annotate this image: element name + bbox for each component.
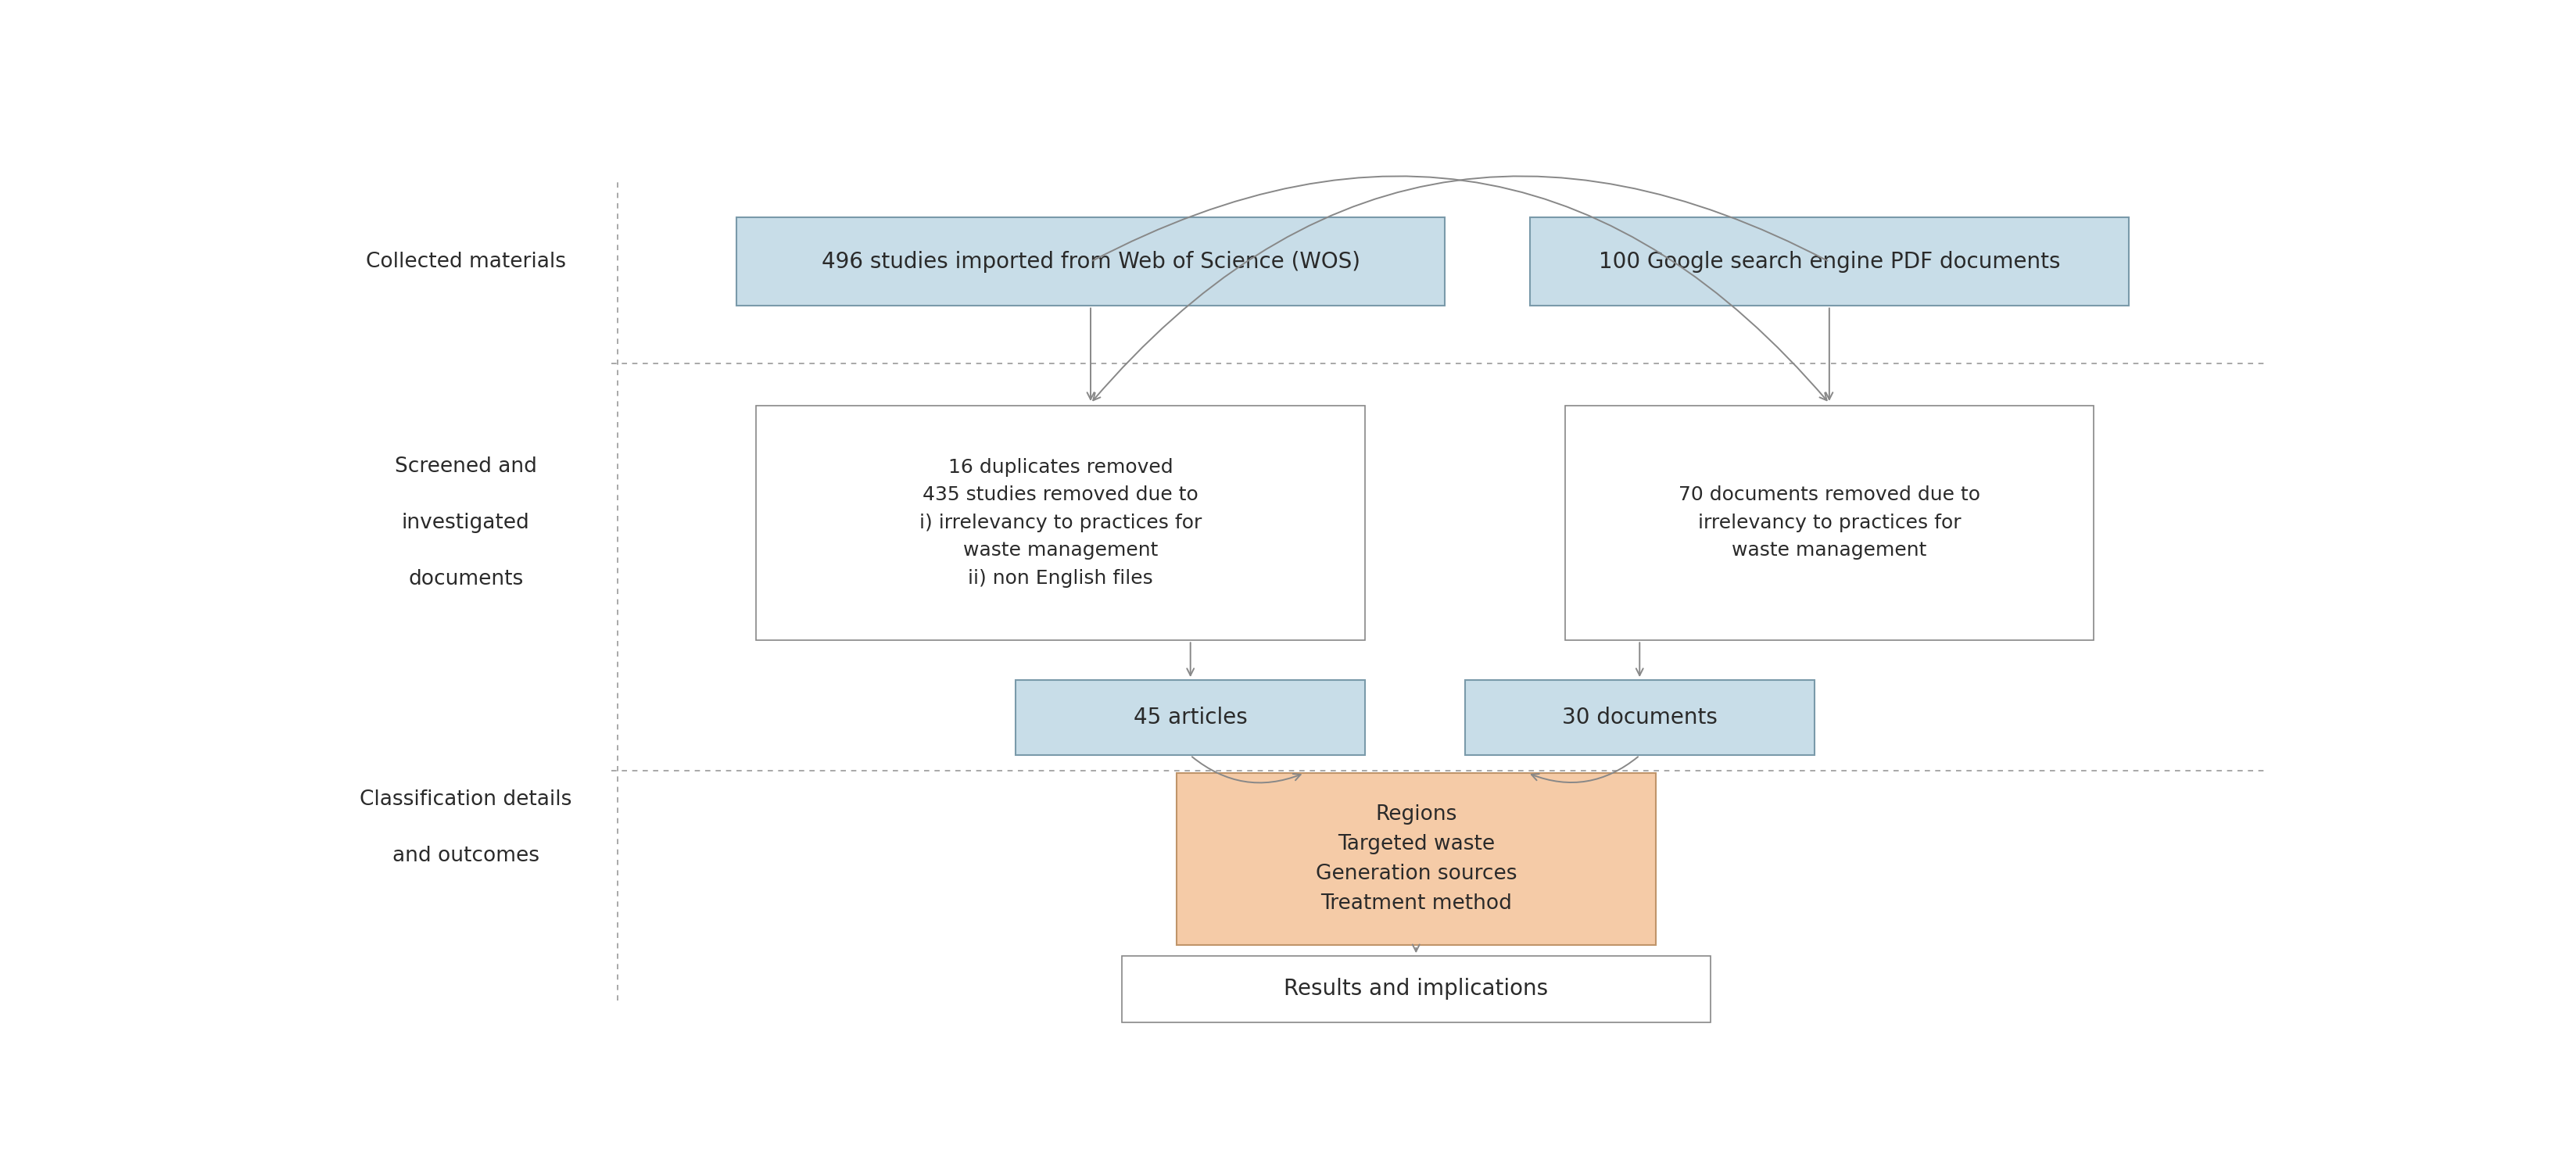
Text: 496 studies imported from Web of Science (WOS): 496 studies imported from Web of Science… — [822, 250, 1360, 272]
Text: 16 duplicates removed
435 studies removed due to
i) irrelevancy to practices for: 16 duplicates removed 435 studies remove… — [920, 458, 1203, 587]
FancyBboxPatch shape — [1177, 772, 1656, 946]
FancyBboxPatch shape — [1530, 217, 2128, 306]
Text: Results and implications: Results and implications — [1283, 978, 1548, 1000]
Text: Screened and

investigated

documents: Screened and investigated documents — [394, 456, 536, 589]
FancyBboxPatch shape — [1015, 680, 1365, 755]
Text: Classification details

and outcomes: Classification details and outcomes — [361, 789, 572, 866]
Text: 45 articles: 45 articles — [1133, 707, 1247, 728]
Text: 70 documents removed due to
irrelevancy to practices for
waste management: 70 documents removed due to irrelevancy … — [1680, 486, 1981, 560]
FancyBboxPatch shape — [1121, 956, 1710, 1023]
FancyBboxPatch shape — [1564, 406, 2094, 640]
Text: 30 documents: 30 documents — [1561, 707, 1718, 728]
Text: Regions
Targeted waste
Generation sources
Treatment method: Regions Targeted waste Generation source… — [1316, 804, 1517, 913]
Text: Collected materials: Collected materials — [366, 252, 567, 272]
Text: 100 Google search engine PDF documents: 100 Google search engine PDF documents — [1600, 250, 2061, 272]
FancyBboxPatch shape — [757, 406, 1365, 640]
FancyBboxPatch shape — [1466, 680, 1814, 755]
FancyBboxPatch shape — [737, 217, 1445, 306]
